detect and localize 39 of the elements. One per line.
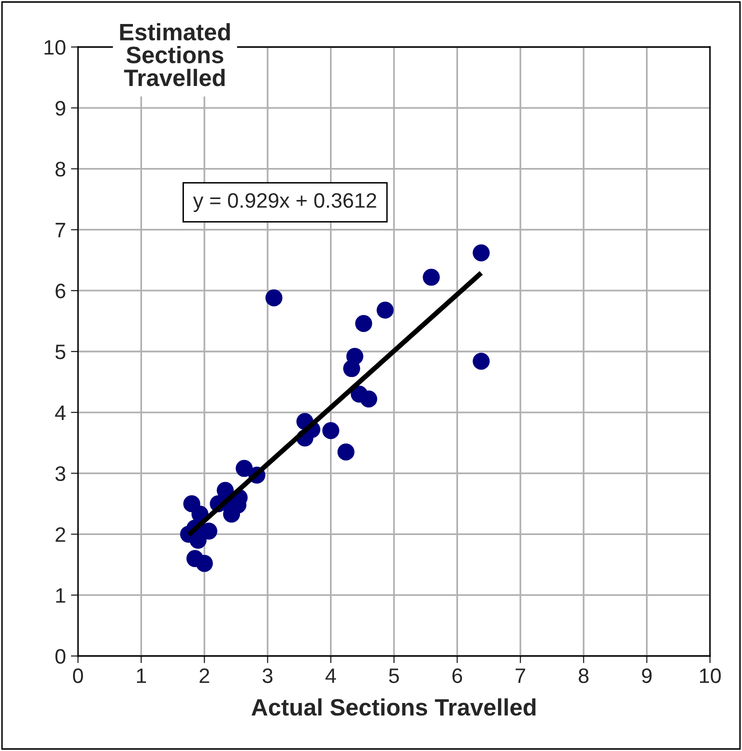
point [196,554,213,572]
point [422,268,440,286]
x-tick-label: 6 [452,668,462,684]
point [216,482,234,499]
point [376,302,394,319]
x-tick-label: 3 [262,668,272,684]
y-tick-label: 8 [56,162,66,177]
y-axis-title: Estimated Sections Travelled [120,23,230,86]
point [355,314,372,332]
point [337,443,354,460]
point [472,352,490,370]
annotation: y = 0.929x + 0.3612 [193,193,376,212]
y-tick-label: 4 [55,406,66,420]
point [322,422,340,440]
x-tick-label: 0 [73,668,83,684]
point [236,460,253,477]
x-tick-label: 8 [578,668,588,684]
x-tick-label: 4 [325,668,336,683]
x-tick-label: 5 [389,668,399,684]
y-tick-label: 0 [55,649,66,664]
x-tick-label: 1 [136,668,146,683]
y-tick-label: 1 [56,588,66,603]
x-tick-label: 10 [700,668,721,684]
x-axis-title: Actual Sections Travelled [252,698,536,716]
y-tick-label: 10 [44,40,66,55]
x-tick-label: 2 [200,668,210,683]
point [200,522,218,540]
x-tick-label: 7 [516,668,526,683]
point [472,244,490,262]
y-tick-label: 3 [55,466,66,482]
x-tick-label: 9 [642,668,652,684]
y-tick-label: 9 [56,100,66,116]
point [265,289,282,306]
y-tick-label: 7 [56,222,66,238]
y-tick-label: 6 [56,284,66,298]
point [360,390,378,408]
y-tick-label: 5 [55,344,66,360]
y-tick-label: 2 [56,527,66,542]
point [346,348,364,365]
